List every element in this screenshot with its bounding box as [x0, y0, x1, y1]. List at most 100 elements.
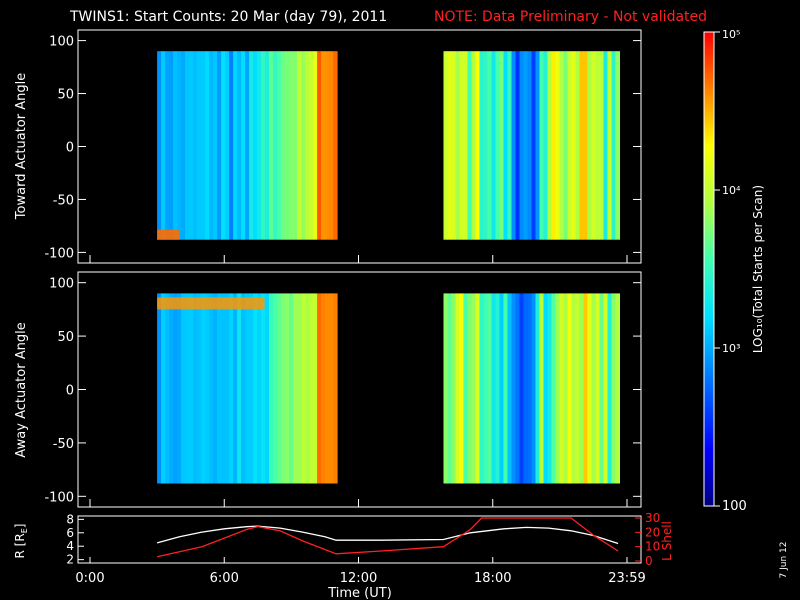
xtick-label: 23:59 — [608, 571, 645, 586]
heatmap-column — [173, 51, 178, 240]
heatmap-column — [499, 293, 504, 484]
heatmap-column — [297, 51, 302, 240]
ytick-label: -50 — [53, 193, 74, 208]
panel-toward-data — [157, 51, 620, 240]
colorbar-tick-label: 10⁴ — [722, 184, 741, 197]
heatmap-column — [301, 51, 306, 240]
heatmap-column — [607, 51, 612, 240]
heatmap-column — [559, 51, 564, 240]
panel-away-data — [157, 293, 620, 484]
plot-title: TWINS1: Start Counts: 20 Mar (day 79), 2… — [69, 9, 387, 25]
heatmap-column — [157, 293, 162, 484]
heatmap-column — [615, 293, 620, 484]
heatmap-column — [257, 51, 262, 240]
heatmap-column — [567, 51, 572, 240]
heatmap-band — [157, 297, 265, 310]
heatmap-column — [209, 51, 214, 240]
heatmap-column — [535, 51, 540, 240]
heatmap-column — [177, 293, 182, 484]
heatmap-column — [217, 293, 222, 484]
xtick-label: 6:00 — [210, 571, 239, 586]
colorbar-label: LOG₁₀(Total Starts per Scan) — [751, 185, 765, 353]
heatmap-column — [587, 293, 592, 484]
ytick-label: -100 — [44, 246, 74, 261]
heatmap-column — [245, 293, 250, 484]
heatmap-column — [317, 51, 322, 240]
heatmap-column — [579, 293, 584, 484]
heatmap-column — [575, 51, 580, 240]
heatmap-column — [511, 51, 516, 240]
heatmap-column — [451, 51, 456, 240]
heatmap-column — [595, 293, 600, 484]
heatmap-column — [213, 51, 218, 240]
heatmap-column — [157, 51, 162, 240]
heatmap-column — [181, 51, 186, 240]
time-axis-label: Time (UT) — [327, 586, 392, 600]
ytick-label: 50 — [57, 88, 74, 103]
heatmap-column — [555, 51, 560, 240]
ytick-label: 100 — [49, 35, 74, 50]
heatmap-column — [273, 293, 278, 484]
panel-away-yticks: 100 50 0 -50 -100 — [44, 277, 641, 507]
ytick-label-right: 0 — [645, 554, 653, 568]
heatmap-column — [487, 51, 492, 240]
heatmap-column — [511, 293, 516, 484]
heatmap-column — [459, 293, 464, 484]
heatmap-column — [181, 293, 186, 484]
heatmap-column — [603, 51, 608, 240]
heatmap-column — [527, 293, 532, 484]
heatmap-column — [531, 51, 536, 240]
heatmap-column — [487, 293, 492, 484]
heatmap-column — [305, 51, 310, 240]
lshell-line — [156, 517, 619, 558]
heatmap-column — [269, 293, 274, 484]
heatmap-column — [325, 293, 330, 484]
heatmap-column — [571, 51, 576, 240]
heatmap-column — [177, 51, 182, 240]
heatmap-column — [551, 51, 556, 240]
heatmap-column — [611, 293, 616, 484]
heatmap-column — [205, 293, 210, 484]
heatmap-column — [555, 293, 560, 484]
heatmap-column — [333, 293, 338, 484]
heatmap-column — [261, 293, 266, 484]
heatmap-column — [165, 293, 170, 484]
heatmap-column — [463, 293, 468, 484]
heatmap-column — [233, 293, 238, 484]
heatmap-column — [213, 293, 218, 484]
heatmap-column — [583, 293, 588, 484]
heatmap-column — [519, 51, 524, 240]
heatmap-column — [217, 51, 222, 240]
heatmap-column — [579, 51, 584, 240]
heatmap-column — [197, 51, 202, 240]
heatmap-column — [547, 51, 552, 240]
heatmap-column — [599, 293, 604, 484]
heatmap-column — [615, 51, 620, 240]
heatmap-column — [471, 293, 476, 484]
heatmap-column — [329, 293, 334, 484]
panel-orbit-xticks: 0:00 6:00 12:00 18:00 23:59 — [75, 557, 646, 586]
heatmap-column — [583, 51, 588, 240]
radius-line — [156, 525, 619, 545]
heatmap-column — [455, 293, 460, 484]
heatmap-column — [225, 51, 230, 240]
heatmap-column — [515, 51, 520, 240]
heatmap-column — [185, 293, 190, 484]
heatmap-column — [591, 51, 596, 240]
panel-toward-ylabel: Toward Actuator Angle — [14, 73, 29, 220]
heatmap-column — [467, 51, 472, 240]
colorbar-tick-label: 10⁵ — [722, 28, 740, 41]
colorbar-gradient — [703, 31, 715, 507]
heatmap-column — [241, 51, 246, 240]
heatmap-column — [467, 293, 472, 484]
heatmap-column — [599, 51, 604, 240]
heatmap-column — [539, 293, 544, 484]
heatmap-column — [543, 293, 548, 484]
heatmap-column — [205, 51, 210, 240]
heatmap-column — [293, 51, 298, 240]
panel-toward: 100 50 0 -50 -100 Toward Actuator Angle — [14, 29, 642, 264]
heatmap-column — [317, 293, 322, 484]
